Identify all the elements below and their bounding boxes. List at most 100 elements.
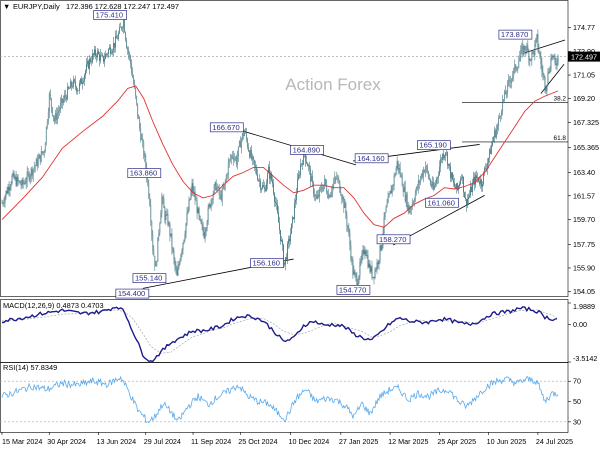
- header-arrow: ▼: [3, 2, 10, 11]
- candle-body: [544, 76, 546, 88]
- candle-body: [198, 208, 200, 216]
- candle-body: [363, 249, 365, 255]
- candle-body: [1, 203, 3, 204]
- x-tick-label: 25 Oct 2024: [238, 437, 277, 446]
- candle-body: [214, 182, 216, 186]
- candle-body: [5, 191, 7, 197]
- candle-body: [483, 171, 484, 185]
- candle-body: [92, 53, 93, 62]
- candle-body: [216, 187, 218, 191]
- candle-body: [222, 187, 224, 189]
- candle-body: [272, 180, 273, 184]
- candle-body: [38, 154, 40, 159]
- candle-body: [256, 167, 257, 175]
- candle-body: [27, 172, 29, 174]
- candle-body: [213, 185, 215, 194]
- candle-body: [399, 168, 401, 176]
- candle-body: [418, 180, 420, 183]
- candle-body: [243, 130, 245, 137]
- candle-body: [150, 205, 152, 222]
- candle-body: [445, 152, 446, 156]
- candle-body: [366, 255, 368, 256]
- candle-body: [311, 176, 313, 182]
- candle-body: [264, 187, 265, 189]
- candle-body: [21, 179, 23, 186]
- candle-body: [368, 263, 370, 268]
- candle-body: [521, 45, 523, 50]
- candle-body: [131, 63, 133, 73]
- candle-body: [361, 253, 363, 261]
- candle-body: [362, 249, 364, 254]
- candle-body: [509, 79, 511, 82]
- candle-body: [36, 159, 38, 167]
- candle-body: [182, 243, 184, 251]
- candle-body: [325, 178, 327, 185]
- candle-body: [292, 217, 293, 224]
- candle-body: [204, 232, 206, 239]
- candle-body: [189, 198, 191, 200]
- candle-body: [317, 194, 319, 199]
- candle-body: [469, 195, 470, 198]
- candle-body: [300, 164, 301, 176]
- candle-body: [490, 149, 491, 155]
- candle-body: [542, 71, 544, 75]
- candle-body: [248, 151, 250, 158]
- candle-body: [2, 203, 4, 204]
- candle-body: [111, 52, 112, 54]
- rsi-tick-label: 50: [573, 397, 581, 406]
- candle-body: [475, 175, 476, 185]
- candle-body: [343, 197, 345, 208]
- candle-body: [179, 260, 181, 264]
- candle-body: [145, 155, 147, 168]
- x-tick-label: 30 Apr 2024: [47, 437, 86, 446]
- candle-body: [276, 202, 277, 205]
- candle-body: [425, 166, 427, 168]
- candle-body: [341, 195, 343, 200]
- candle-body: [62, 99, 64, 103]
- candle-body: [153, 250, 155, 257]
- candle-body: [372, 276, 374, 278]
- candle-body: [109, 47, 110, 50]
- candle-body: [22, 179, 24, 184]
- x-axis: 15 Mar 2024 30 Apr 2024 13 Jun 2024 29 Jul …: [1, 432, 573, 446]
- candle-body: [433, 185, 435, 190]
- candle-body: [552, 55, 554, 57]
- candle-body: [60, 98, 62, 103]
- y-tick-label: 155.90: [573, 263, 595, 272]
- candle-body: [380, 245, 382, 250]
- price-label-box: [498, 29, 533, 40]
- watermark: Action Forex: [285, 75, 381, 94]
- candle-body: [148, 182, 150, 197]
- candle-body: [299, 174, 300, 176]
- candle-body: [75, 81, 76, 87]
- candle-body: [482, 184, 483, 187]
- candle-body: [18, 180, 20, 182]
- candle-body: [229, 159, 231, 160]
- price-label-box: [127, 168, 162, 178]
- candle-body: [183, 239, 185, 244]
- candle-body: [440, 159, 441, 167]
- candle-body: [133, 77, 135, 84]
- candle-body: [352, 259, 354, 275]
- candle-body: [115, 35, 116, 48]
- candle-body: [349, 232, 351, 246]
- candle-body: [530, 59, 532, 61]
- candle-body: [220, 194, 222, 200]
- candle-body: [451, 172, 452, 179]
- candle-body: [70, 81, 71, 89]
- price-label-box: [336, 285, 371, 295]
- candle-body: [17, 176, 19, 181]
- candle-body: [515, 64, 517, 71]
- candle-body: [500, 116, 502, 117]
- candle-body: [360, 260, 362, 263]
- candle-body: [170, 233, 172, 236]
- candle-body: [197, 208, 199, 214]
- candle-body: [77, 90, 78, 92]
- candle-body: [57, 111, 59, 114]
- candle-body: [446, 152, 447, 153]
- candle-body: [493, 137, 495, 142]
- candle-body: [549, 69, 551, 73]
- candle-body: [468, 197, 469, 200]
- price-label-box: [376, 234, 411, 245]
